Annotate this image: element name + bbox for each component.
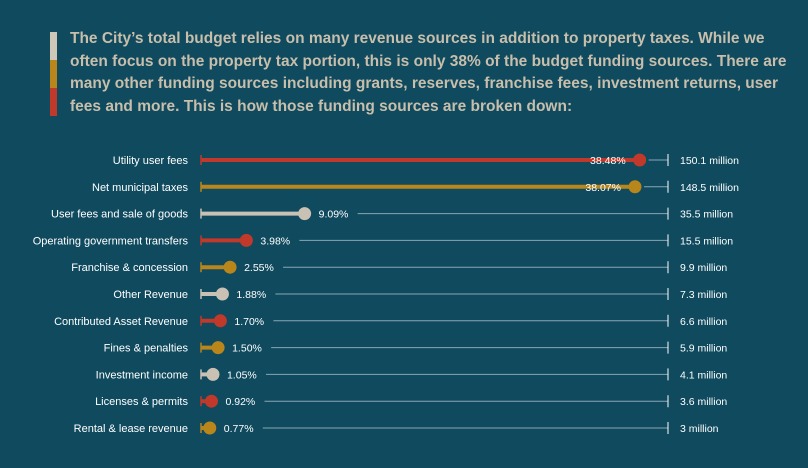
amount-label: 4.1 million [680,369,727,381]
category-label: Licenses & permits [95,396,188,408]
amount-label: 6.6 million [680,316,727,328]
bar-end-dot [223,260,237,274]
bar-end-dot [215,287,229,301]
category-label: Net municipal taxes [92,182,188,194]
amount-label: 35.5 million [680,209,733,221]
bar-end-dot [239,233,253,247]
value-label: 0.92% [225,396,255,408]
value-label: 1.05% [227,369,257,381]
value-label: 1.88% [236,289,266,301]
stripe-gold [50,60,57,88]
bar-end-dot [628,180,642,194]
amount-label: 150.1 million [680,155,739,167]
amount-label: 15.5 million [680,235,733,247]
category-label: Utility user fees [113,155,189,167]
amount-label: 3.6 million [680,396,727,408]
category-label: Franchise & concession [71,262,188,274]
accent-stripes [50,32,57,116]
intro-block: The City’s total budget relies on many r… [50,28,790,118]
category-label: Other Revenue [113,289,188,301]
bar-end-dot [203,421,217,435]
value-label: 38.07% [585,182,621,194]
bar-end-dot [213,314,227,328]
category-label: Fines & penalties [104,343,189,355]
revenue-chart: Utility user fees 38.48% 150.1 million Net … [33,153,739,435]
value-label: 9.09% [319,209,349,221]
bar-end-dot [211,341,225,355]
bar-end-dot [206,367,220,381]
category-label: Rental & lease revenue [74,423,188,435]
bar-end-dot [204,394,218,408]
value-label: 3.98% [260,235,290,247]
category-label: Contributed Asset Revenue [54,316,188,328]
value-label: 1.50% [232,343,262,355]
amount-label: 9.9 million [680,262,727,274]
amount-label: 5.9 million [680,343,727,355]
bar-end-dot [298,207,312,221]
bar-end-dot [633,153,647,167]
stripe-gray [50,32,57,60]
amount-label: 7.3 million [680,289,727,301]
category-label: Operating government transfers [33,235,189,247]
value-label: 1.70% [234,316,264,328]
stripe-red [50,88,57,116]
value-label: 2.55% [244,262,274,274]
value-label: 0.77% [224,423,254,435]
amount-label: 148.5 million [680,182,739,194]
intro-text: The City’s total budget relies on many r… [70,30,787,115]
amount-label: 3 million [680,423,719,435]
category-label: User fees and sale of goods [51,209,188,221]
value-label: 38.48% [590,155,626,167]
category-label: Investment income [96,369,188,381]
